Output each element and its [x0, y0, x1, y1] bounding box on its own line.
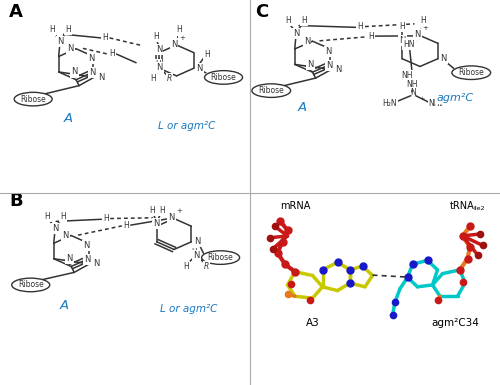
Text: NH₂: NH₂: [428, 99, 443, 108]
Text: H: H: [109, 49, 115, 58]
Text: Ribose: Ribose: [18, 280, 44, 290]
Text: N: N: [440, 54, 446, 63]
Text: N: N: [335, 65, 342, 74]
Text: Ribose: Ribose: [208, 253, 234, 262]
Text: H: H: [176, 25, 182, 34]
Text: N: N: [88, 54, 94, 63]
Text: H: H: [285, 16, 291, 25]
Ellipse shape: [14, 92, 52, 106]
Text: N: N: [399, 36, 406, 45]
Text: A: A: [64, 112, 74, 126]
Text: N: N: [171, 40, 177, 49]
Text: +: +: [179, 35, 185, 41]
Text: N: N: [56, 37, 63, 46]
Text: H: H: [204, 50, 210, 59]
Text: H: H: [358, 22, 364, 32]
Text: N: N: [66, 254, 72, 263]
Text: N: N: [293, 28, 299, 38]
Text: A: A: [9, 3, 23, 21]
Text: A3: A3: [306, 318, 320, 328]
Text: N: N: [98, 73, 104, 82]
Text: N: N: [410, 88, 416, 97]
Text: H: H: [302, 16, 307, 25]
Text: N: N: [156, 63, 163, 72]
Text: H: H: [191, 248, 197, 257]
Ellipse shape: [202, 251, 239, 264]
Text: N: N: [308, 60, 314, 69]
Text: N: N: [68, 44, 74, 53]
Text: R: R: [204, 262, 210, 271]
Text: H: H: [368, 32, 374, 41]
Text: H: H: [149, 206, 154, 215]
Text: N: N: [154, 219, 160, 228]
Text: R: R: [167, 74, 172, 83]
Text: Ribose: Ribose: [258, 86, 284, 95]
Text: H: H: [155, 60, 161, 69]
Text: N: N: [156, 45, 162, 54]
Text: C: C: [254, 3, 268, 21]
Text: N: N: [193, 251, 200, 260]
Ellipse shape: [204, 70, 242, 84]
Text: Ribose: Ribose: [20, 95, 46, 104]
Text: H: H: [183, 262, 189, 271]
Text: L or agm²C: L or agm²C: [158, 122, 215, 131]
Text: H: H: [160, 206, 165, 215]
Text: N: N: [194, 237, 200, 246]
Text: N: N: [84, 241, 90, 250]
Text: L or agm²C: L or agm²C: [160, 305, 218, 315]
Text: +: +: [176, 208, 182, 214]
Text: B: B: [9, 192, 23, 210]
Text: H: H: [400, 22, 405, 31]
Text: mRNA: mRNA: [280, 201, 310, 211]
Text: N: N: [52, 224, 58, 233]
Text: NH: NH: [406, 80, 418, 89]
Text: +: +: [422, 25, 428, 31]
Ellipse shape: [452, 66, 490, 79]
Text: N: N: [326, 61, 332, 70]
Text: NH: NH: [401, 71, 412, 80]
Text: N: N: [62, 231, 69, 240]
Text: N: N: [71, 67, 78, 77]
Text: H: H: [60, 212, 66, 221]
Text: A: A: [298, 101, 307, 114]
Text: agm²C: agm²C: [436, 93, 474, 103]
Text: H: H: [65, 25, 71, 34]
Text: H: H: [44, 212, 50, 221]
Ellipse shape: [12, 278, 50, 292]
Text: N: N: [168, 213, 175, 222]
Text: H: H: [420, 15, 426, 25]
Text: N: N: [304, 37, 310, 46]
Text: Ribose: Ribose: [210, 73, 236, 82]
Text: N: N: [414, 30, 420, 39]
Text: H: H: [150, 74, 156, 83]
Text: Ribose: Ribose: [458, 68, 484, 77]
Text: H: H: [154, 32, 159, 40]
Text: Ile2: Ile2: [474, 206, 485, 211]
Text: HN: HN: [403, 40, 414, 49]
Text: N: N: [84, 255, 90, 264]
Text: N: N: [325, 47, 332, 56]
Text: A: A: [59, 299, 69, 312]
Text: +: +: [419, 96, 424, 100]
Text: H: H: [49, 25, 55, 34]
Text: N: N: [196, 64, 202, 73]
Text: H: H: [124, 221, 129, 230]
Ellipse shape: [252, 84, 290, 97]
Text: agm²C34: agm²C34: [431, 318, 479, 328]
Text: H: H: [102, 33, 108, 42]
Text: H₂N: H₂N: [382, 99, 398, 108]
Text: N: N: [89, 69, 96, 77]
Text: H: H: [103, 214, 108, 223]
Text: N: N: [93, 259, 100, 268]
Text: tRNA: tRNA: [450, 201, 475, 211]
